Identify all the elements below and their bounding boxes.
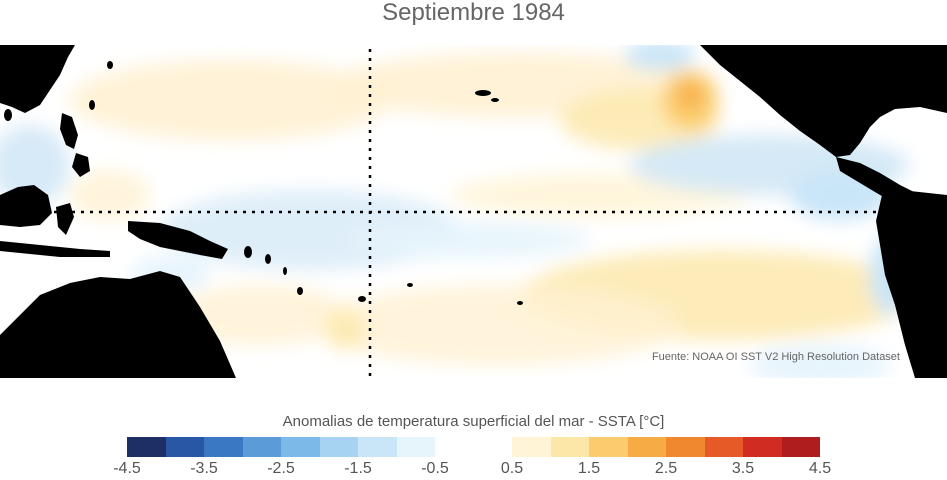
colorbar-tick-label: -4.5	[113, 460, 141, 477]
colorbar-swatch	[781, 437, 820, 457]
south-america	[876, 191, 947, 378]
colorbar-swatch	[242, 437, 281, 457]
colorbar-tick-label: 1.5	[577, 460, 601, 477]
colorbar-swatch	[396, 437, 435, 457]
colorbar-swatch	[435, 437, 474, 457]
colorbar-tick-label: 0.5	[500, 460, 524, 477]
colorbar-swatch	[319, 437, 358, 457]
map-title: Septiembre 1984	[382, 0, 565, 26]
philippines	[60, 113, 78, 149]
colorbar-tick-label: 4.5	[808, 460, 832, 477]
reference-lines	[0, 49, 880, 378]
colorbar-swatch	[281, 437, 320, 457]
new-guinea	[128, 221, 228, 259]
colorbar-swatch	[204, 437, 243, 457]
colorbar-tick-label: 3.5	[731, 460, 755, 477]
colorbar-swatch	[165, 437, 204, 457]
asia-mainland	[0, 45, 75, 113]
java	[0, 241, 110, 257]
colorbar-tick-label: -3.5	[190, 460, 218, 477]
colorbar-swatch	[127, 437, 166, 457]
colorbar-swatch	[358, 437, 397, 457]
data-source-label: Fuente: NOAA OI SST V2 High Resolution D…	[651, 351, 900, 363]
ssta-map	[0, 45, 947, 378]
north-america	[700, 45, 947, 157]
colorbar-swatch	[627, 437, 666, 457]
colorbar-tick-label: -2.5	[267, 460, 295, 477]
colorbar-swatch	[550, 437, 589, 457]
anomaly-field	[0, 45, 920, 378]
colorbar-swatch	[473, 437, 512, 457]
colorbar-tick-label: -0.5	[421, 460, 449, 477]
colorbar-swatch	[666, 437, 705, 457]
borneo	[0, 185, 52, 227]
australia	[0, 271, 236, 378]
islands	[4, 61, 523, 305]
colorbar-tick-label: -1.5	[344, 460, 372, 477]
colorbar	[127, 437, 820, 457]
colorbar-title: Anomalias de temperatura superficial del…	[282, 413, 665, 430]
ssta-map-canvas	[0, 45, 947, 378]
land-masses	[0, 45, 947, 378]
colorbar-swatch	[743, 437, 782, 457]
colorbar-ticks: -4.5 -3.5 -2.5 -1.5 -0.5 0.5 1.5 2.5 3.5 4.5	[0, 460, 947, 480]
colorbar-swatch	[704, 437, 743, 457]
colorbar-swatch	[512, 437, 551, 457]
colorbar-tick-label: 2.5	[654, 460, 678, 477]
colorbar-swatch	[589, 437, 628, 457]
